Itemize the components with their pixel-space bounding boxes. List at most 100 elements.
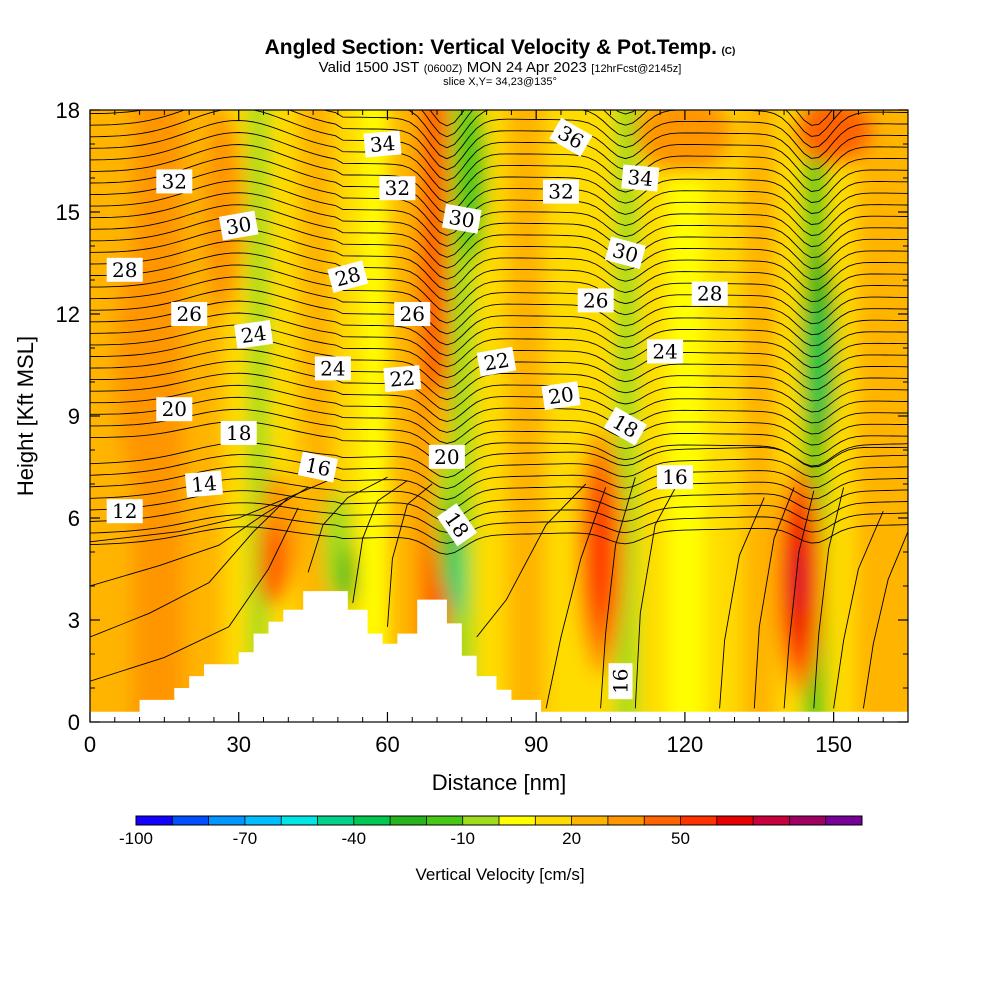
y-axis: 0 3 6 9 12 15 18 (56, 98, 908, 735)
contour-label-box (543, 179, 579, 204)
isentrope-line (719, 497, 765, 709)
contour-label-box (549, 117, 593, 157)
contour-label-box (297, 451, 339, 483)
isentrope-line (90, 454, 908, 490)
chart-title-units: (C) (721, 46, 736, 57)
isentrope-line (90, 487, 309, 587)
contour-label-box (220, 421, 257, 445)
isentrope-line (90, 276, 908, 336)
colorbar-swatch (136, 816, 173, 825)
y-tick-label: 6 (68, 506, 80, 531)
contour-label-text: 20 (434, 445, 459, 469)
slice-info: slice X,Y= 34,23@135° (443, 76, 557, 88)
isentrope-line (90, 489, 908, 522)
contour-label-box (171, 302, 208, 326)
isentrope-line (90, 408, 908, 457)
velocity-cell (417, 161, 447, 433)
x-tick-label: 150 (815, 732, 852, 757)
contour-label-box (394, 302, 431, 326)
colorbar: -100 -70 -40 -10 20 50 (119, 815, 863, 848)
isentrope-line (862, 531, 908, 709)
contour-label-text: 28 (697, 282, 722, 306)
chart-title: Angled Section: Vertical Velocity & Pot.… (0, 36, 1000, 60)
contour-label-box (577, 288, 614, 313)
contour-label-text: 20 (162, 397, 187, 421)
velocity-cell (258, 524, 289, 607)
contour-label-box (327, 260, 369, 293)
colorbar-swatch (753, 816, 790, 825)
contour-label-box (603, 406, 647, 446)
x-tick-label: 30 (226, 732, 250, 757)
contour-label-text: 32 (385, 176, 410, 200)
colorbar-swatch (535, 816, 572, 825)
contour-label: 28 (691, 281, 728, 306)
contour-label-box (106, 499, 143, 524)
contour-label-text: 24 (652, 339, 677, 363)
contour-label: 20 (541, 381, 581, 410)
colorbar-swatch (716, 816, 754, 825)
contour-label: 16 (608, 663, 633, 700)
contour-label: 12 (106, 499, 143, 524)
contour-label: 30 (218, 210, 259, 241)
contour-label-box (621, 164, 660, 192)
isentrope-line (90, 144, 908, 214)
isentrope-line (90, 507, 299, 682)
velocity-band (667, 110, 705, 722)
velocity-cell (451, 538, 463, 620)
isentrope-line (90, 110, 908, 160)
contour-label-box (314, 356, 351, 381)
isentrope-line (545, 487, 607, 709)
contour-label-text: 14 (190, 471, 217, 497)
contour-label: 32 (543, 179, 579, 204)
velocity-cell (456, 110, 487, 263)
contour-label-text: 32 (162, 169, 187, 193)
contour-label-box (185, 470, 223, 498)
colorbar-label: Vertical Velocity [cm/s] (415, 865, 584, 884)
colorbar-swatch (317, 816, 355, 825)
contour-label-box (106, 257, 143, 282)
colorbar-swatch (244, 816, 282, 825)
isentrope-line (90, 477, 908, 511)
contour-label: 14 (185, 470, 223, 498)
terrain-mask (90, 591, 908, 722)
colorbar-swatch (353, 816, 391, 825)
x-axis-label: Distance [nm] (432, 770, 567, 795)
y-tick-label: 18 (56, 98, 80, 123)
contour-label-box (428, 444, 465, 469)
isentrope-line (600, 477, 636, 709)
contour-label: 24 (647, 339, 684, 364)
y-tick-label: 15 (56, 200, 80, 225)
contour-label-box (657, 465, 693, 490)
contour-label-box (604, 236, 646, 270)
contour-label-box (383, 365, 422, 393)
valid-time: Valid 1500 JST (318, 59, 420, 76)
velocity-band (741, 110, 777, 722)
valid-date: MON 24 Apr 2023 (466, 59, 587, 76)
colorbar-swatch (390, 816, 427, 825)
colorbar-swatch (644, 816, 681, 825)
velocity-cell (794, 545, 803, 614)
isentrope-line (90, 466, 908, 501)
contour-label-text: 30 (224, 212, 253, 240)
contour-label-text: 34 (627, 165, 654, 191)
isentrope-line (90, 156, 908, 225)
contour-label-text: 22 (389, 366, 416, 392)
isentrope-line (90, 524, 908, 555)
isentrope-line (90, 384, 908, 435)
isentrope-line (833, 511, 884, 709)
colorbar-tick-label: -100 (119, 829, 153, 848)
contour-label: 32 (379, 176, 416, 201)
contour-label: 34 (621, 164, 660, 192)
velocity-field (90, 110, 908, 722)
isentrope-line (90, 312, 908, 369)
isentrope-line (90, 180, 908, 248)
velocity-band (506, 110, 547, 722)
contour-label-box (691, 281, 728, 306)
contour-label: 32 (156, 169, 193, 194)
colorbar-swatch (172, 816, 209, 825)
isentrope-line (90, 288, 908, 347)
contour-label-text: 16 (303, 453, 333, 482)
contour-label-box (156, 169, 193, 194)
isentrope-line (90, 372, 908, 424)
